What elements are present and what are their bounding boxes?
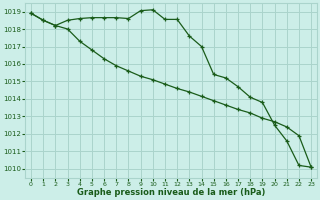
X-axis label: Graphe pression niveau de la mer (hPa): Graphe pression niveau de la mer (hPa) xyxy=(77,188,265,197)
